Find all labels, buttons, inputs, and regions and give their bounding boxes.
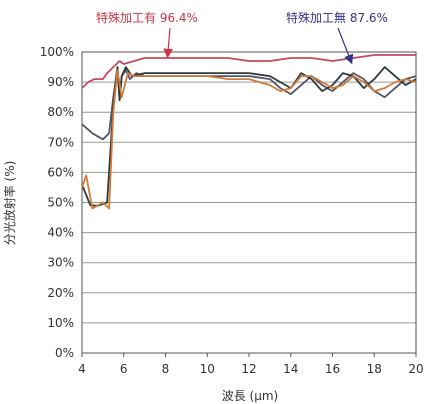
series-line-2 bbox=[81, 66, 417, 141]
y-tick-label: 40% bbox=[47, 226, 74, 240]
series-line-4 bbox=[81, 69, 417, 210]
y-tick-label: 10% bbox=[47, 316, 74, 330]
y-tick-label: 80% bbox=[47, 105, 74, 119]
y-tick-label: 90% bbox=[47, 75, 74, 89]
annotation-arrow-2 bbox=[337, 27, 354, 65]
x-tick-label: 4 bbox=[78, 362, 86, 376]
annotation-arrow-1 bbox=[163, 27, 173, 59]
y-tick-label: 0% bbox=[55, 346, 74, 360]
annotation-label-2: 特殊加工無 87.6% bbox=[286, 10, 388, 25]
x-tick-labels: 4 6 8 10 12 14 16 18 20 bbox=[78, 353, 424, 376]
x-tick-label: 14 bbox=[283, 362, 298, 376]
y-tick-label: 30% bbox=[47, 256, 74, 270]
y-tick-label: 70% bbox=[47, 135, 74, 149]
x-tick-label: 8 bbox=[162, 362, 170, 376]
x-axis-title: 波長 (μm) bbox=[222, 389, 279, 403]
x-tick-label: 6 bbox=[120, 362, 128, 376]
x-tick-label: 18 bbox=[367, 362, 382, 376]
series-lines bbox=[81, 54, 417, 210]
series-line-3 bbox=[81, 66, 417, 207]
x-tick-label: 16 bbox=[325, 362, 340, 376]
y-tick-labels: 0% 10% 20% 30% 40% 50% 60% 70% 80% 90% 100% bbox=[40, 45, 74, 360]
x-tick-label: 10 bbox=[200, 362, 215, 376]
y-tick-label: 100% bbox=[40, 45, 74, 59]
series-line-1 bbox=[81, 54, 416, 89]
x-tick-label: 12 bbox=[241, 362, 256, 376]
annotations: 特殊加工有 96.4% 特殊加工無 87.6% bbox=[96, 10, 388, 65]
y-axis-title: 分光放射率 (%) bbox=[2, 161, 17, 246]
annotation-label-1: 特殊加工有 96.4% bbox=[96, 10, 198, 25]
y-tick-label: 20% bbox=[47, 286, 74, 300]
grid-lines bbox=[81, 51, 417, 354]
y-tick-label: 60% bbox=[47, 165, 74, 179]
y-tick-label: 50% bbox=[47, 196, 74, 210]
x-tick-label: 20 bbox=[408, 362, 423, 376]
